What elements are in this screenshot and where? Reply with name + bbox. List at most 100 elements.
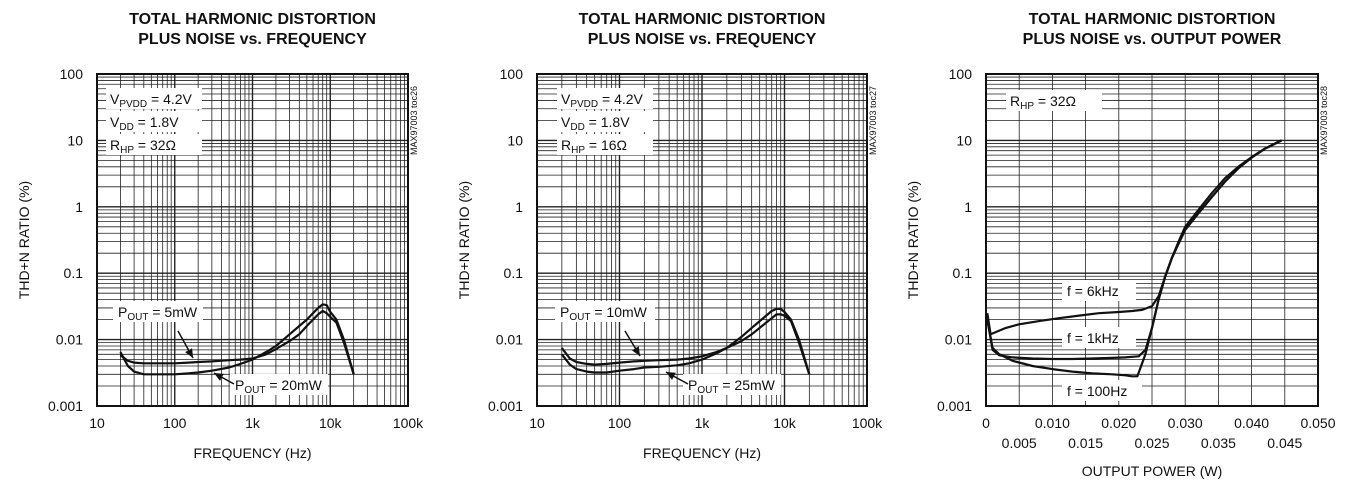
x-tick-label: 0.040	[1234, 415, 1269, 431]
x-tick-label: 1k	[695, 415, 711, 431]
chart-tag: MAX97003 toc26	[409, 86, 419, 155]
series-line-2	[986, 139, 1282, 361]
chart-tag: MAX97003 toc27	[868, 86, 878, 155]
condition-label: VPVDD = 4.2V	[110, 91, 193, 110]
x-axis-label: OUTPUT POWER (W)	[1082, 463, 1223, 479]
arrow-head	[214, 373, 224, 381]
condition-bg	[106, 111, 202, 132]
series-line-2	[560, 307, 811, 375]
series-label-bg	[230, 374, 328, 395]
x-tick-label: 1k	[245, 415, 261, 431]
x-tick-label: 0.035	[1201, 435, 1236, 451]
x-tick-label: 0.010	[1035, 415, 1070, 431]
x-tick-label: 100k	[393, 415, 424, 431]
condition-label: VPVDD = 4.2V	[561, 91, 644, 110]
y-tick-label: 0.1	[953, 265, 973, 281]
y-tick-label: 0.01	[56, 332, 83, 348]
series-label-1: POUT = 10mW	[560, 304, 648, 323]
series-label-1: f = 6kHz	[1067, 283, 1119, 299]
series-line-1	[986, 139, 1282, 336]
series-label-3: f = 100Hz	[1067, 383, 1127, 399]
condition-bg	[1006, 90, 1102, 111]
y-axis-label: THD+N RATIO (%)	[456, 181, 472, 299]
y-tick-label: 10	[507, 132, 523, 148]
y-tick-label: 1	[75, 199, 83, 215]
chart-title-line: TOTAL HARMONIC DISTORTION	[1029, 11, 1276, 28]
x-tick-label: 10k	[773, 415, 797, 431]
series-label-bg	[555, 301, 655, 322]
chart-panel-1: TOTAL HARMONIC DISTORTION PLUS NOISE vs. …	[16, 11, 424, 461]
arrow-head	[631, 346, 640, 356]
y-axis-label: THD+N RATIO (%)	[905, 181, 921, 299]
x-tick-label: 0.020	[1101, 415, 1136, 431]
y-tick-label: 0.1	[504, 265, 524, 281]
series-line-1	[560, 313, 811, 375]
x-tick-label: 100	[163, 415, 187, 431]
series-line-3	[986, 139, 1282, 378]
x-tick-label: 0.005	[1002, 435, 1037, 451]
chart-panel-3: TOTAL HARMONIC DISTORTION PLUS NOISE vs. …	[905, 11, 1336, 479]
x-tick-label: 0.045	[1267, 435, 1302, 451]
condition-label: RHP = 32Ω	[1010, 93, 1076, 112]
condition-label: RHP = 16Ω	[561, 137, 627, 156]
x-tick-label: 100k	[852, 415, 883, 431]
x-tick-label: 0.050	[1300, 415, 1335, 431]
chart-panel-2: TOTAL HARMONIC DISTORTION PLUS NOISE vs. …	[456, 11, 883, 461]
y-tick-label: 10	[67, 132, 83, 148]
y-tick-label: 1	[515, 199, 523, 215]
condition-bg	[106, 88, 202, 109]
y-tick-label: 0.001	[937, 398, 972, 414]
condition-bg	[557, 88, 653, 109]
series-label-2: POUT = 20mW	[235, 377, 323, 396]
plot-frame	[96, 73, 409, 407]
chart-title-line: TOTAL HARMONIC DISTORTION	[129, 11, 376, 28]
y-tick-label: 0.01	[945, 332, 972, 348]
series-label-bg	[1062, 280, 1136, 301]
plot-frame	[536, 73, 868, 407]
series-label-bg	[683, 374, 781, 395]
y-tick-label: 100	[500, 66, 524, 82]
chart-title-line: TOTAL HARMONIC DISTORTION	[579, 11, 826, 28]
x-axis-label: FREQUENCY (Hz)	[643, 445, 761, 461]
y-tick-label: 1	[964, 199, 972, 215]
x-tick-label: 0.030	[1168, 415, 1203, 431]
series-label-1: POUT = 5mW	[118, 304, 198, 323]
y-tick-label: 0.01	[496, 332, 523, 348]
y-tick-label: 0.1	[64, 265, 84, 281]
condition-label: VDD = 1.8V	[561, 114, 630, 133]
condition-bg	[106, 134, 202, 155]
y-tick-label: 100	[60, 66, 84, 82]
grid	[985, 74, 1319, 407]
series-label-bg	[113, 301, 203, 322]
chart-title-line: PLUS NOISE vs. FREQUENCY	[138, 31, 367, 48]
x-tick-label: 0.025	[1134, 435, 1169, 451]
y-tick-label: 0.001	[48, 398, 83, 414]
x-tick-label: 100	[608, 415, 632, 431]
y-tick-label: 0.001	[488, 398, 523, 414]
x-tick-label: 10	[529, 415, 545, 431]
x-tick-label: 0.015	[1068, 435, 1103, 451]
y-tick-label: 10	[956, 132, 972, 148]
x-tick-label: 10k	[319, 415, 343, 431]
x-tick-label: 0	[982, 415, 990, 431]
arrow-head	[185, 348, 193, 358]
series-line-2	[119, 303, 355, 376]
series-label-2: POUT = 25mW	[688, 377, 776, 396]
series-label-bg	[1062, 380, 1142, 401]
chart-tag: MAX97003 toc28	[1319, 86, 1329, 155]
x-axis-label: FREQUENCY (Hz)	[194, 445, 312, 461]
condition-bg	[557, 134, 653, 155]
x-tick-label: 10	[89, 415, 105, 431]
series-label-2: f = 1kHz	[1067, 330, 1119, 346]
chart-title-line: PLUS NOISE vs. FREQUENCY	[588, 31, 817, 48]
condition-bg	[557, 111, 653, 132]
series-label-bg	[1062, 327, 1136, 348]
plot-frame	[985, 73, 1319, 407]
chart-title-line: PLUS NOISE vs. OUTPUT POWER	[1023, 31, 1282, 48]
condition-label: RHP = 32Ω	[110, 137, 176, 156]
y-axis-label: THD+N RATIO (%)	[16, 181, 32, 299]
condition-label: VDD = 1.8V	[110, 114, 179, 133]
y-tick-label: 100	[949, 66, 973, 82]
